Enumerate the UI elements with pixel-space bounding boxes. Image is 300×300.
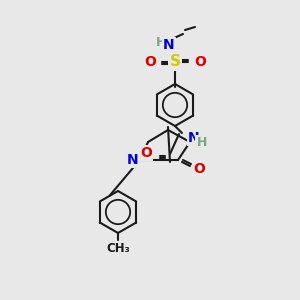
Text: S: S bbox=[169, 55, 181, 70]
Text: O: O bbox=[194, 55, 206, 69]
Text: H: H bbox=[197, 136, 207, 149]
Text: O: O bbox=[193, 162, 205, 176]
Text: N: N bbox=[127, 153, 139, 167]
Text: O: O bbox=[144, 55, 156, 69]
Text: H: H bbox=[156, 35, 166, 49]
Text: O: O bbox=[140, 146, 152, 160]
Text: N: N bbox=[188, 131, 200, 145]
Text: CH₃: CH₃ bbox=[106, 242, 130, 256]
Text: N: N bbox=[163, 38, 175, 52]
